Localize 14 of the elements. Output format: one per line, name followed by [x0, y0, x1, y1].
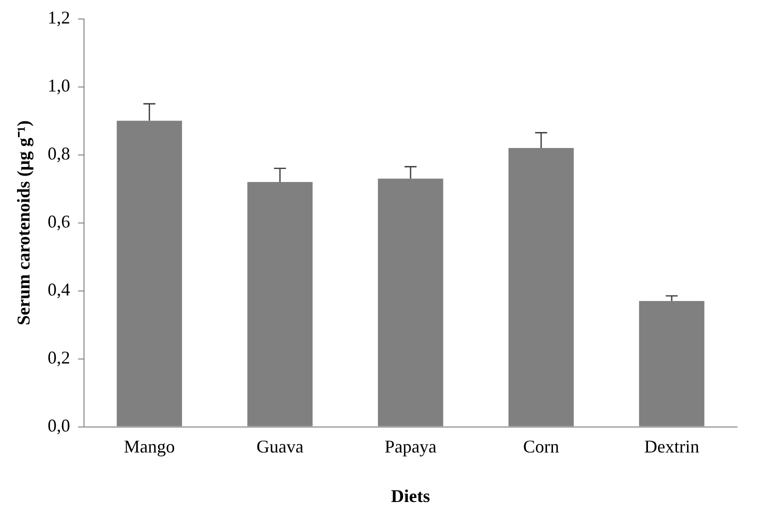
y-tick-label: 0,6 — [48, 212, 70, 232]
y-tick-label: 0,0 — [48, 416, 70, 436]
y-tick-label: 0,8 — [48, 144, 70, 164]
x-tick-label: Corn — [523, 436, 560, 456]
y-tick-label: 0,4 — [48, 280, 70, 300]
x-tick-label: Mango — [124, 436, 175, 456]
x-tick-label: Papaya — [384, 436, 437, 456]
x-tick-label: Guava — [256, 436, 304, 456]
x-tick-label: Dextrin — [644, 436, 700, 456]
y-tick-label: 1,0 — [48, 76, 70, 96]
y-axis-title: Serum carotenoids (µg g⁻¹) — [13, 120, 34, 326]
y-tick-label: 0,2 — [48, 348, 70, 368]
x-axis-title: Diets — [391, 486, 430, 506]
y-tick-label: 1,2 — [48, 8, 70, 28]
